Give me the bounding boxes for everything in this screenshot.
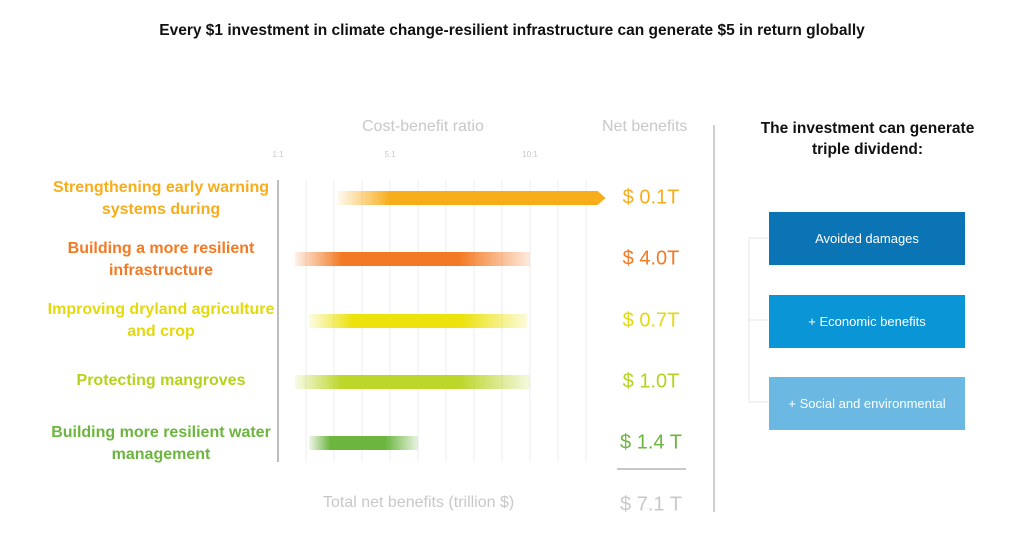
- bracket-connector: [748, 237, 769, 403]
- dividend-box-economic-benefits: + Economic benefits: [769, 295, 965, 348]
- x-tick-label: 1:1: [272, 150, 284, 159]
- category-label: Strengthening early warning systems duri…: [52, 179, 270, 218]
- net-benefit-value: $ 4.0T: [622, 247, 680, 270]
- total-label: Total net benefits (trillion $): [323, 494, 515, 511]
- x-tick-label: 10:1: [522, 150, 538, 159]
- net-benefit-value: $ 0.1T: [622, 186, 680, 209]
- dividend-box-social-environmental: + Social and environmental: [769, 377, 965, 430]
- bar-2: [294, 252, 530, 266]
- category-label: Building more resilient water management: [51, 424, 271, 463]
- net-benefit-value: $ 1.4 T: [620, 431, 682, 454]
- net-benefit-value: $ 1.0T: [622, 370, 680, 393]
- x-axis-title: Cost-benefit ratio: [362, 118, 484, 135]
- page-title: Every $1 investment in climate change-re…: [159, 22, 865, 39]
- category-label: Building a more resilient infrastructure: [67, 240, 255, 279]
- bar-1: [336, 191, 606, 205]
- total-value: $ 7.1 T: [620, 493, 682, 516]
- bar-5: [308, 436, 418, 450]
- x-tick-label: 5:1: [384, 150, 396, 159]
- right-panel-title: The investment can generate triple divid…: [760, 120, 975, 158]
- net-benefits-header: Net benefits: [602, 118, 688, 135]
- bar-4: [294, 375, 530, 389]
- category-label: Protecting mangroves: [76, 372, 246, 389]
- net-benefit-value: $ 0.7T: [622, 309, 680, 332]
- category-label: Improving dryland agriculture and crop: [47, 301, 275, 340]
- dividend-box-avoided-damages: Avoided damages: [769, 212, 965, 265]
- bar-3: [308, 314, 528, 328]
